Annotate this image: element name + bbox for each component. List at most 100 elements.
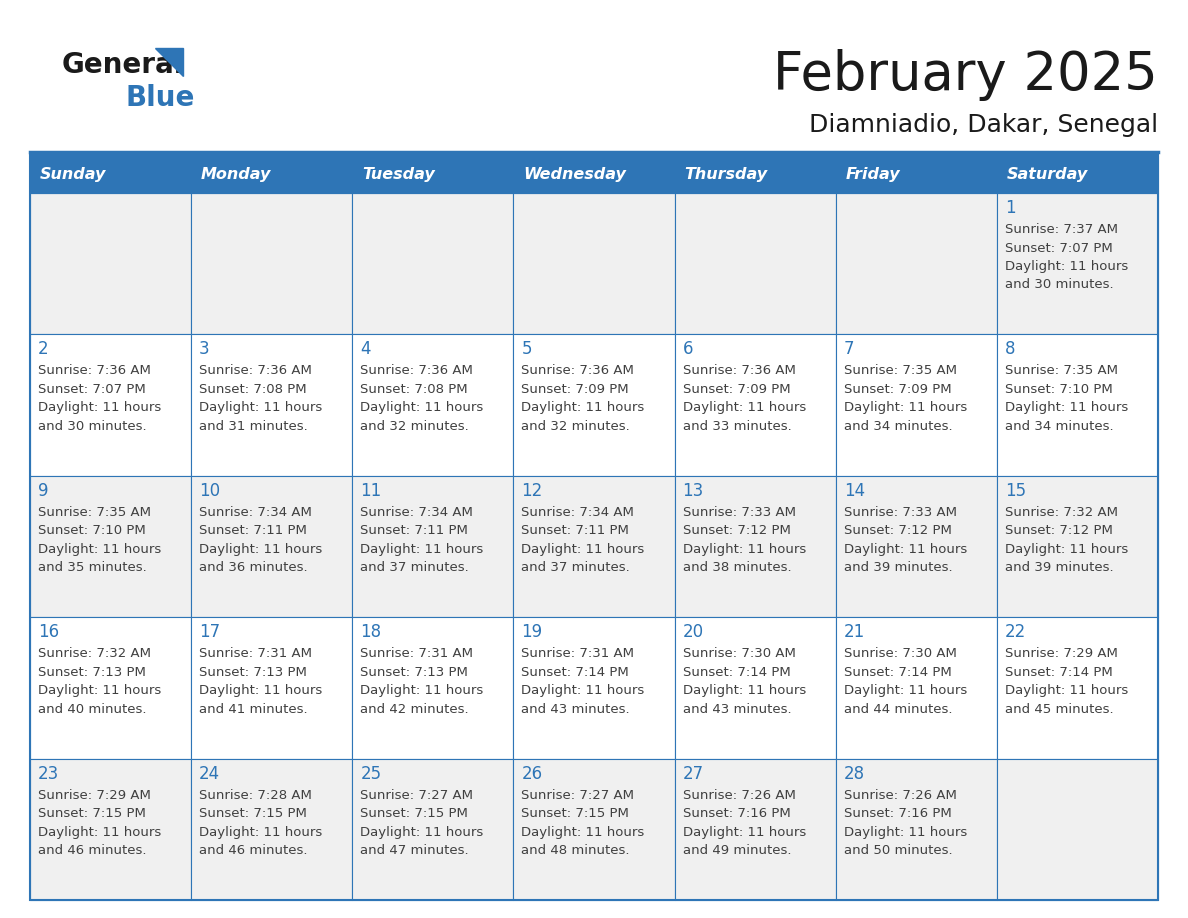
Text: 7: 7: [843, 341, 854, 358]
Text: and 42 minutes.: and 42 minutes.: [360, 702, 469, 716]
Text: 12: 12: [522, 482, 543, 499]
Text: Sunrise: 7:36 AM: Sunrise: 7:36 AM: [522, 364, 634, 377]
Text: Daylight: 11 hours: Daylight: 11 hours: [683, 684, 805, 697]
Text: Daylight: 11 hours: Daylight: 11 hours: [200, 543, 322, 555]
Bar: [675, 476, 835, 617]
Text: and 41 minutes.: and 41 minutes.: [200, 702, 308, 716]
Text: Sunset: 7:16 PM: Sunset: 7:16 PM: [843, 807, 952, 820]
Text: and 34 minutes.: and 34 minutes.: [843, 420, 953, 433]
Text: Sunset: 7:13 PM: Sunset: 7:13 PM: [38, 666, 146, 678]
Text: Sunrise: 7:36 AM: Sunrise: 7:36 AM: [200, 364, 312, 377]
Bar: [191, 617, 353, 758]
Text: General: General: [62, 51, 184, 79]
Text: Daylight: 11 hours: Daylight: 11 hours: [38, 401, 162, 414]
Text: Daylight: 11 hours: Daylight: 11 hours: [522, 543, 645, 555]
Text: Daylight: 11 hours: Daylight: 11 hours: [683, 401, 805, 414]
Text: and 49 minutes.: and 49 minutes.: [683, 844, 791, 857]
Text: Daylight: 11 hours: Daylight: 11 hours: [360, 543, 484, 555]
Bar: [513, 617, 675, 758]
Bar: [997, 155, 1158, 193]
Text: Daylight: 11 hours: Daylight: 11 hours: [522, 825, 645, 839]
Text: Sunset: 7:11 PM: Sunset: 7:11 PM: [200, 524, 307, 537]
Bar: [513, 334, 675, 476]
Text: Monday: Monday: [201, 166, 272, 182]
Bar: [30, 155, 191, 193]
Text: Daylight: 11 hours: Daylight: 11 hours: [38, 543, 162, 555]
Bar: [675, 155, 835, 193]
Text: Sunrise: 7:31 AM: Sunrise: 7:31 AM: [360, 647, 473, 660]
Text: Daylight: 11 hours: Daylight: 11 hours: [843, 401, 967, 414]
Bar: [997, 193, 1158, 334]
Text: Daylight: 11 hours: Daylight: 11 hours: [1005, 543, 1129, 555]
Text: 23: 23: [38, 765, 59, 783]
Bar: [675, 758, 835, 900]
Text: Sunset: 7:12 PM: Sunset: 7:12 PM: [843, 524, 952, 537]
Text: 24: 24: [200, 765, 220, 783]
Text: and 38 minutes.: and 38 minutes.: [683, 561, 791, 575]
Text: Sunset: 7:16 PM: Sunset: 7:16 PM: [683, 807, 790, 820]
Text: Daylight: 11 hours: Daylight: 11 hours: [1005, 401, 1129, 414]
Text: Daylight: 11 hours: Daylight: 11 hours: [200, 401, 322, 414]
Bar: [30, 476, 191, 617]
Text: Sunset: 7:09 PM: Sunset: 7:09 PM: [683, 383, 790, 396]
Text: Sunset: 7:08 PM: Sunset: 7:08 PM: [360, 383, 468, 396]
Text: Sunrise: 7:36 AM: Sunrise: 7:36 AM: [38, 364, 151, 377]
Text: Sunset: 7:10 PM: Sunset: 7:10 PM: [38, 524, 146, 537]
Bar: [513, 476, 675, 617]
Text: Sunrise: 7:35 AM: Sunrise: 7:35 AM: [1005, 364, 1118, 377]
Text: and 45 minutes.: and 45 minutes.: [1005, 702, 1113, 716]
Text: 1: 1: [1005, 199, 1016, 217]
Text: Sunrise: 7:35 AM: Sunrise: 7:35 AM: [38, 506, 151, 519]
Text: Daylight: 11 hours: Daylight: 11 hours: [200, 825, 322, 839]
Text: and 37 minutes.: and 37 minutes.: [522, 561, 630, 575]
Text: Sunrise: 7:30 AM: Sunrise: 7:30 AM: [843, 647, 956, 660]
Text: Wednesday: Wednesday: [524, 166, 626, 182]
Text: Sunset: 7:09 PM: Sunset: 7:09 PM: [843, 383, 952, 396]
Text: 11: 11: [360, 482, 381, 499]
Text: 10: 10: [200, 482, 220, 499]
Bar: [30, 758, 191, 900]
Text: 16: 16: [38, 623, 59, 641]
Text: Sunrise: 7:29 AM: Sunrise: 7:29 AM: [38, 789, 151, 801]
Bar: [191, 193, 353, 334]
Bar: [353, 758, 513, 900]
Text: Sunrise: 7:31 AM: Sunrise: 7:31 AM: [522, 647, 634, 660]
Text: and 31 minutes.: and 31 minutes.: [200, 420, 308, 433]
Text: Sunset: 7:11 PM: Sunset: 7:11 PM: [522, 524, 630, 537]
Text: Sunrise: 7:31 AM: Sunrise: 7:31 AM: [200, 647, 312, 660]
Text: Daylight: 11 hours: Daylight: 11 hours: [683, 825, 805, 839]
Bar: [675, 155, 835, 193]
Text: 18: 18: [360, 623, 381, 641]
Text: 8: 8: [1005, 341, 1016, 358]
Text: Sunrise: 7:28 AM: Sunrise: 7:28 AM: [200, 789, 312, 801]
Text: and 32 minutes.: and 32 minutes.: [360, 420, 469, 433]
Text: 2: 2: [38, 341, 49, 358]
Text: and 46 minutes.: and 46 minutes.: [38, 844, 146, 857]
Text: Sunrise: 7:30 AM: Sunrise: 7:30 AM: [683, 647, 796, 660]
Text: Sunset: 7:12 PM: Sunset: 7:12 PM: [683, 524, 790, 537]
Text: Sunset: 7:14 PM: Sunset: 7:14 PM: [683, 666, 790, 678]
Text: Sunset: 7:13 PM: Sunset: 7:13 PM: [360, 666, 468, 678]
Bar: [835, 334, 997, 476]
Text: 15: 15: [1005, 482, 1026, 499]
Text: and 39 minutes.: and 39 minutes.: [843, 561, 953, 575]
Text: Sunset: 7:07 PM: Sunset: 7:07 PM: [1005, 241, 1113, 254]
Text: Sunrise: 7:36 AM: Sunrise: 7:36 AM: [683, 364, 796, 377]
Text: 27: 27: [683, 765, 703, 783]
Text: and 34 minutes.: and 34 minutes.: [1005, 420, 1113, 433]
Text: Blue: Blue: [125, 84, 195, 112]
Bar: [30, 617, 191, 758]
Bar: [353, 617, 513, 758]
Bar: [30, 334, 191, 476]
Text: Sunset: 7:15 PM: Sunset: 7:15 PM: [38, 807, 146, 820]
Text: Sunset: 7:13 PM: Sunset: 7:13 PM: [200, 666, 307, 678]
Text: and 37 minutes.: and 37 minutes.: [360, 561, 469, 575]
Text: Sunrise: 7:26 AM: Sunrise: 7:26 AM: [843, 789, 956, 801]
Text: and 43 minutes.: and 43 minutes.: [522, 702, 630, 716]
Text: Sunrise: 7:27 AM: Sunrise: 7:27 AM: [360, 789, 473, 801]
Text: Sunset: 7:14 PM: Sunset: 7:14 PM: [843, 666, 952, 678]
Bar: [513, 155, 675, 193]
Bar: [835, 758, 997, 900]
Text: Sunrise: 7:34 AM: Sunrise: 7:34 AM: [200, 506, 312, 519]
Bar: [675, 334, 835, 476]
